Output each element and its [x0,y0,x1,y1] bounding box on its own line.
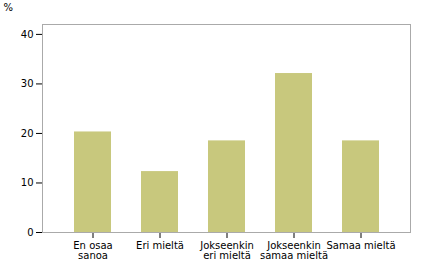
svg-text:Eri mieltä: Eri mieltä [136,240,184,251]
svg-text:10: 10 [21,177,34,188]
svg-text:Jokseenkineri mieltä: Jokseenkineri mieltä [199,240,254,261]
svg-text:Jokseenkinsamaa mieltä: Jokseenkinsamaa mieltä [260,240,328,261]
svg-text:0: 0 [27,227,33,238]
svg-text:%: % [4,2,14,13]
svg-text:Samaa mieltä: Samaa mieltä [326,240,395,251]
svg-text:En osaasanoa: En osaasanoa [73,240,112,261]
svg-text:40: 40 [21,29,34,40]
svg-text:30: 30 [21,78,34,89]
svg-text:20: 20 [21,128,34,139]
